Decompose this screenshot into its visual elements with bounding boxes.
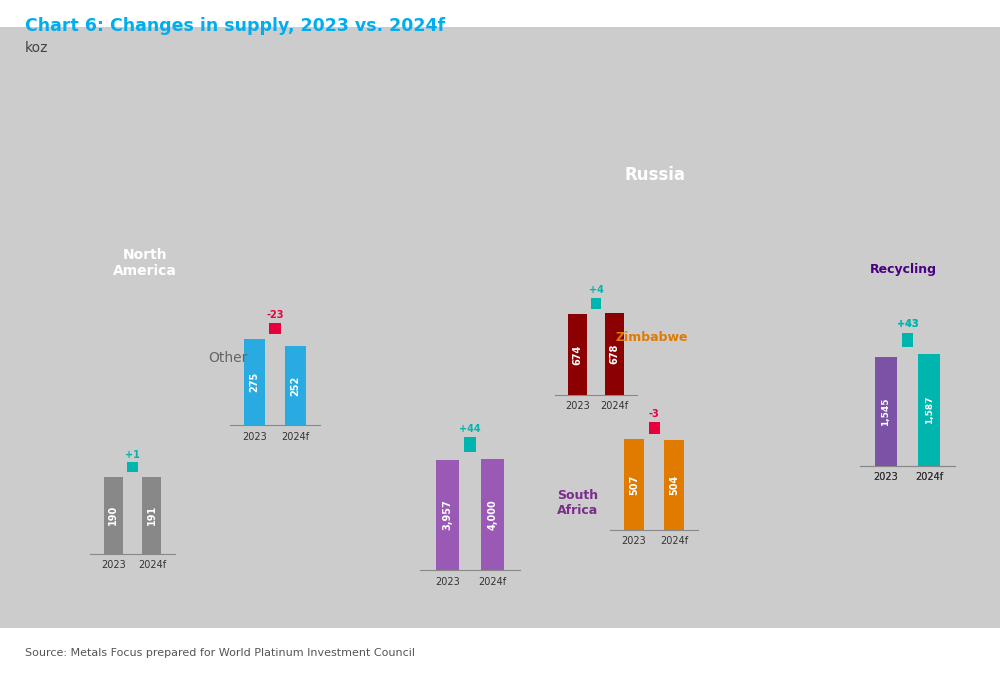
Bar	[436, 460, 459, 570]
Bar	[127, 462, 138, 472]
Text: 275: 275	[250, 372, 260, 392]
Text: 674: 674	[572, 344, 582, 364]
Text: 1,587: 1,587	[924, 394, 934, 425]
Bar	[648, 422, 660, 433]
Text: Russia: Russia	[624, 167, 686, 184]
Text: 1,587: 1,587	[925, 396, 934, 424]
Text: 1,545: 1,545	[881, 396, 891, 427]
Text: -23: -23	[266, 310, 284, 320]
Bar	[142, 477, 161, 554]
Text: +43: +43	[897, 319, 918, 329]
Text: 507: 507	[629, 475, 639, 495]
Bar	[481, 458, 504, 570]
Text: 252: 252	[290, 376, 300, 396]
Text: +43: +43	[897, 319, 918, 329]
Text: Source: Metals Focus prepared for World Platinum Investment Council: Source: Metals Focus prepared for World …	[25, 648, 415, 658]
Text: Other: Other	[208, 351, 248, 364]
Text: South
Africa: South Africa	[557, 489, 598, 517]
Text: 4,000: 4,000	[488, 499, 498, 530]
Bar	[285, 346, 306, 425]
Text: Zimbabwe: Zimbabwe	[616, 331, 688, 344]
Text: 191: 191	[147, 505, 157, 525]
Bar	[875, 357, 897, 466]
Bar	[464, 437, 476, 452]
Text: North
America: North America	[113, 248, 177, 278]
Bar	[918, 354, 940, 466]
Bar	[244, 339, 265, 425]
Text: +4: +4	[589, 286, 603, 296]
Text: +44: +44	[459, 424, 481, 434]
Bar	[605, 313, 624, 395]
Text: -3: -3	[649, 409, 659, 419]
Text: Recycling: Recycling	[870, 263, 936, 277]
Text: 678: 678	[610, 344, 620, 364]
Bar	[875, 357, 897, 466]
Bar	[918, 354, 940, 466]
Text: 1,545: 1,545	[881, 397, 890, 426]
Bar	[104, 477, 123, 554]
Text: Chart 6: Changes in supply, 2023 vs. 2024f: Chart 6: Changes in supply, 2023 vs. 202…	[25, 17, 445, 35]
Text: 504: 504	[669, 475, 679, 495]
Bar	[591, 298, 601, 308]
Bar	[568, 314, 587, 395]
Bar	[902, 333, 913, 348]
Bar	[269, 323, 281, 334]
Bar	[902, 333, 913, 348]
Bar	[624, 439, 644, 530]
Text: +1: +1	[125, 450, 140, 460]
Text: koz: koz	[25, 40, 48, 55]
Text: 3,957: 3,957	[442, 500, 452, 531]
Text: 190: 190	[108, 505, 118, 525]
Bar	[664, 439, 684, 530]
